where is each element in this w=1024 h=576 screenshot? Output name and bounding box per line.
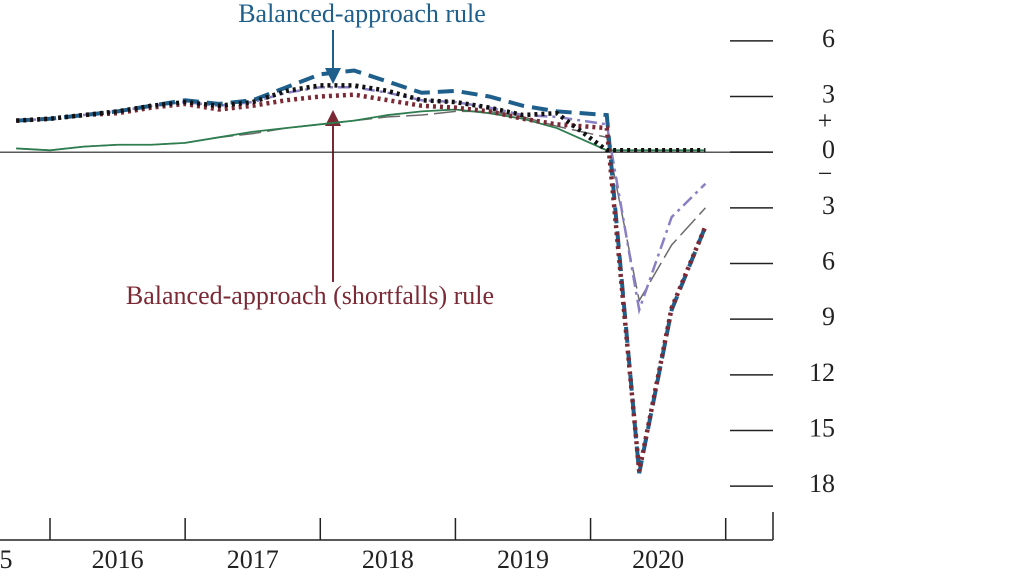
series-line (16, 110, 706, 303)
x-tick-label: 5 (0, 545, 13, 574)
y-tick-label: 6 (822, 246, 835, 275)
y-tick-label: 12 (809, 358, 835, 387)
x-tick-label: 2020 (632, 545, 684, 574)
sign-label: − (818, 159, 833, 188)
arrow-head (325, 68, 341, 84)
y-tick-label: 0 (822, 135, 835, 164)
x-tick-label: 2019 (497, 545, 549, 574)
annotation: Balanced-approach rule (238, 0, 486, 28)
y-tick-label: 3 (822, 79, 835, 108)
y-tick-label: 9 (822, 302, 835, 331)
sign-label: + (818, 106, 833, 135)
series-line (16, 68, 708, 474)
series-line (16, 85, 707, 315)
series-line (16, 83, 706, 153)
y-tick-label: 3 (822, 191, 835, 220)
x-tick-label: 2017 (227, 545, 279, 574)
x-tick-label: 2016 (92, 545, 144, 574)
series-line (16, 108, 706, 152)
y-tick-label: 18 (809, 469, 835, 498)
y-tick-label: 15 (809, 413, 835, 442)
y-tick-label: 6 (822, 24, 835, 53)
annotation: Balanced-approach (shortfalls) rule (126, 281, 494, 310)
x-tick-label: 2018 (362, 545, 414, 574)
